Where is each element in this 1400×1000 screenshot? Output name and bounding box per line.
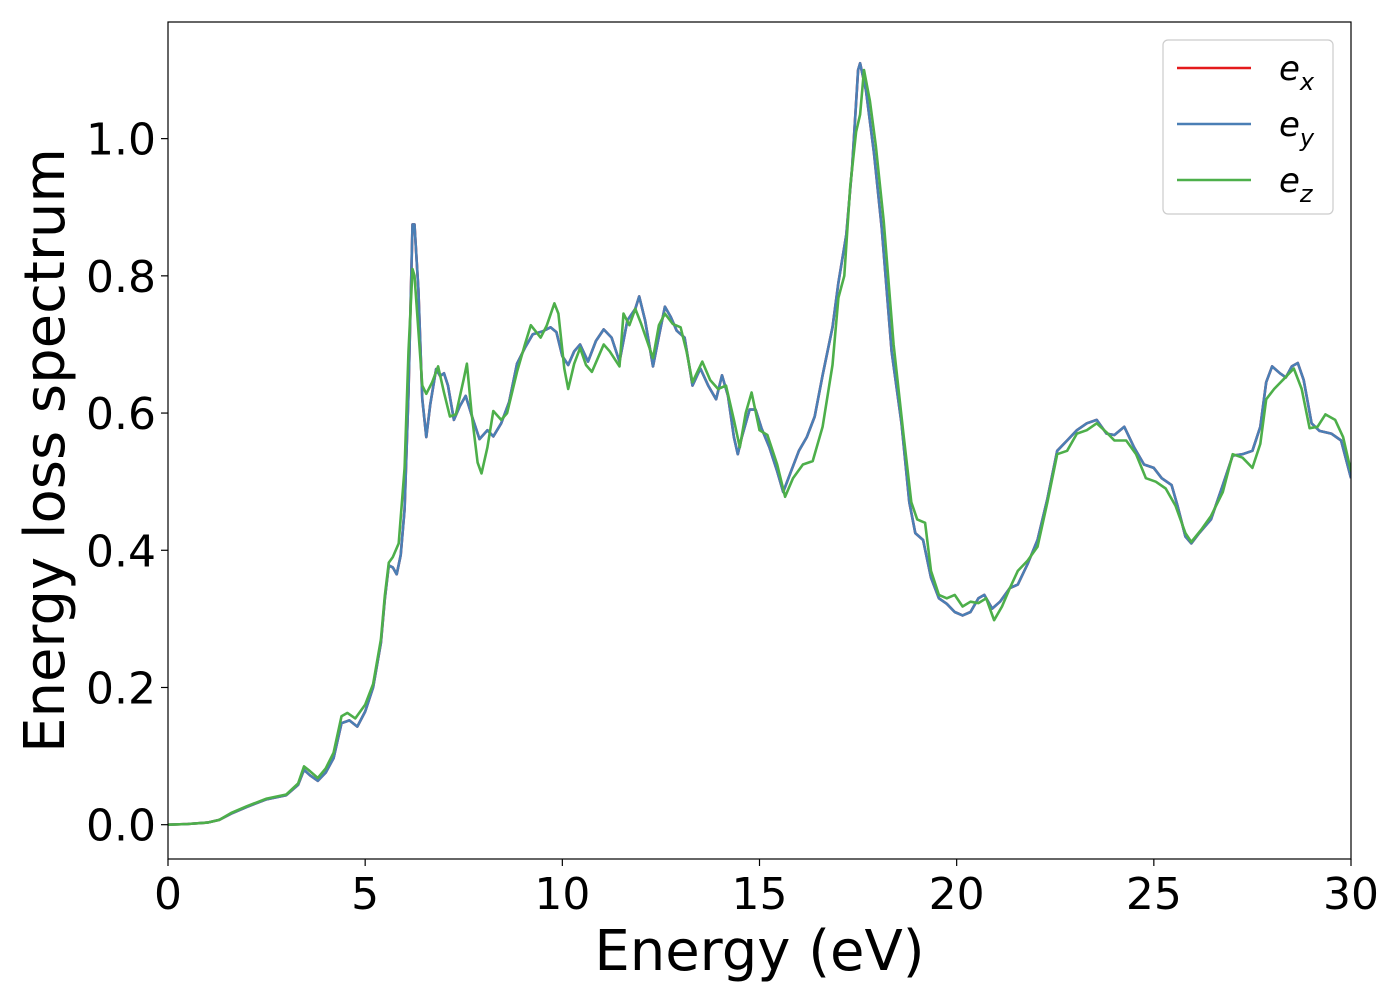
y-tick-label: 0.4 [86,526,156,577]
legend-label-y: ey [1279,105,1315,152]
x-tick-label: 15 [732,869,788,920]
legend-subscript: z [1299,180,1314,208]
legend-label-z: ez [1279,161,1314,208]
y-tick-label: 1.0 [86,115,156,166]
y-tick-label: 0.2 [86,663,156,714]
legend-base: e [1279,105,1300,145]
series-line-y [168,61,1351,826]
legend-label-x: ex [1279,49,1315,96]
x-tick-label: 25 [1126,869,1182,920]
x-tick-label: 20 [929,869,985,920]
legend-box [1162,39,1334,215]
y-axis-label: Energy loss spectrum [13,148,78,753]
x-tick-label: 5 [351,869,379,920]
legend-subscript: x [1299,68,1315,96]
y-tick-label: 0.6 [86,389,156,440]
y-tick-label: 0.8 [86,252,156,303]
x-axis-ticks: 0 5 10 15 20 25 30 [154,859,1379,920]
plot-lines [168,61,1351,826]
y-tick-label: 0.0 [86,801,156,852]
legend-base: e [1279,49,1300,89]
x-tick-label: 10 [534,869,590,920]
series-line-z [168,68,1351,826]
x-axis-label: Energy (eV) [594,919,924,984]
x-tick-label: 30 [1323,869,1379,920]
y-axis-ticks: 0.0 0.2 0.4 0.6 0.8 1.0 [86,115,168,852]
x-tick-label: 0 [154,869,182,920]
legend-subscript: y [1299,124,1315,152]
legend-base: e [1279,161,1300,201]
